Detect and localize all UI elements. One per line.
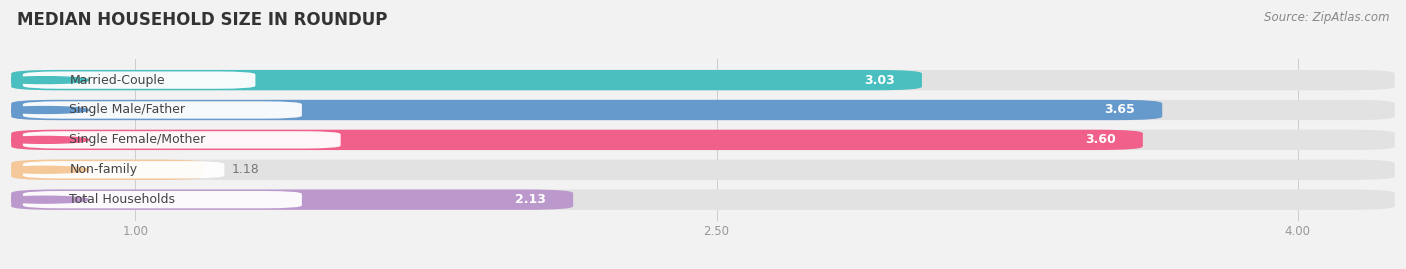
Circle shape	[0, 77, 89, 84]
Text: Total Households: Total Households	[69, 193, 176, 206]
Text: 3.60: 3.60	[1085, 133, 1116, 146]
FancyBboxPatch shape	[22, 72, 256, 89]
Circle shape	[0, 107, 89, 114]
FancyBboxPatch shape	[11, 189, 574, 210]
Text: Single Female/Mother: Single Female/Mother	[69, 133, 205, 146]
Text: Non-family: Non-family	[69, 163, 138, 176]
FancyBboxPatch shape	[11, 100, 1163, 120]
FancyBboxPatch shape	[11, 100, 1395, 120]
FancyBboxPatch shape	[22, 101, 302, 119]
Text: 1.18: 1.18	[232, 163, 260, 176]
Text: Single Male/Father: Single Male/Father	[69, 104, 186, 116]
FancyBboxPatch shape	[11, 189, 1395, 210]
FancyBboxPatch shape	[11, 160, 205, 180]
FancyBboxPatch shape	[22, 191, 302, 208]
Circle shape	[0, 196, 89, 203]
FancyBboxPatch shape	[11, 70, 1395, 90]
Text: 2.13: 2.13	[515, 193, 546, 206]
FancyBboxPatch shape	[11, 160, 1395, 180]
Circle shape	[0, 166, 89, 173]
Text: Source: ZipAtlas.com: Source: ZipAtlas.com	[1264, 11, 1389, 24]
Text: Married-Couple: Married-Couple	[69, 74, 165, 87]
FancyBboxPatch shape	[11, 70, 922, 90]
Text: MEDIAN HOUSEHOLD SIZE IN ROUNDUP: MEDIAN HOUSEHOLD SIZE IN ROUNDUP	[17, 11, 387, 29]
FancyBboxPatch shape	[11, 130, 1395, 150]
Text: 3.65: 3.65	[1104, 104, 1135, 116]
FancyBboxPatch shape	[11, 130, 1143, 150]
FancyBboxPatch shape	[22, 131, 340, 148]
FancyBboxPatch shape	[22, 161, 225, 178]
Text: 3.03: 3.03	[865, 74, 894, 87]
Circle shape	[0, 136, 89, 143]
